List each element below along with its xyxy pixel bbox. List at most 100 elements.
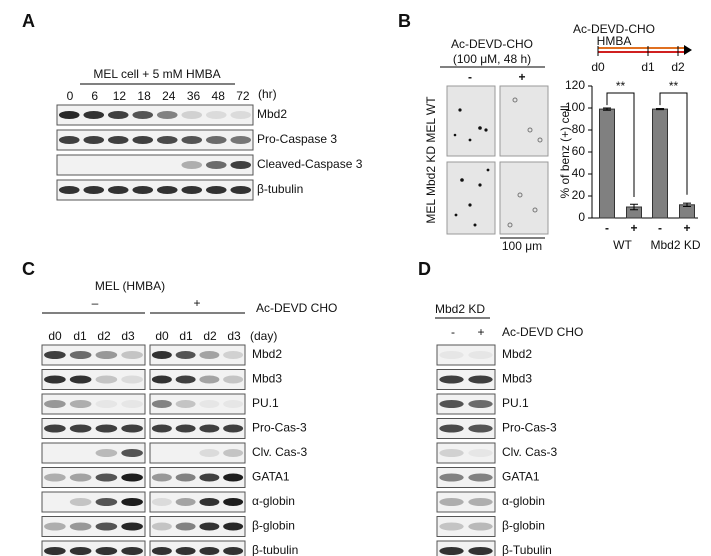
band — [156, 111, 178, 119]
band — [223, 473, 244, 482]
band — [95, 449, 118, 457]
blot — [436, 491, 496, 513]
band — [199, 449, 220, 457]
band — [205, 161, 227, 169]
band — [156, 136, 178, 144]
blot — [41, 369, 146, 390]
band — [439, 522, 464, 531]
band — [151, 498, 172, 506]
row-label: Clv. Cas-3 — [502, 445, 557, 459]
x-tick-label: + — [683, 221, 690, 235]
band — [230, 161, 252, 169]
band — [151, 400, 172, 408]
band — [199, 375, 220, 384]
row-label: PU.1 — [502, 396, 529, 410]
band — [69, 400, 92, 408]
band — [151, 375, 172, 384]
row-label: Mbd2 — [502, 347, 532, 361]
column-label: - — [468, 70, 472, 84]
band — [107, 136, 129, 144]
row-label: PU.1 — [252, 396, 279, 410]
row-label: β-Tubulin — [502, 543, 552, 556]
band — [223, 522, 244, 531]
row-label: GATA1 — [502, 470, 540, 484]
column-label: + — [518, 70, 525, 84]
row-label: Cleaved-Caspase 3 — [257, 157, 363, 171]
row-label: Mbd3 — [252, 372, 282, 386]
group-label: Mbd2 KD — [650, 238, 700, 252]
band — [44, 351, 66, 359]
row-label: MEL Mbd2 KD MEL WT — [424, 96, 438, 224]
day-label: d1 — [641, 60, 655, 74]
blot — [41, 516, 146, 537]
lane-label: 18 — [137, 89, 151, 103]
x-tick-label: - — [605, 221, 609, 235]
treatment: Ac-DEVD-CHO — [451, 37, 533, 51]
band — [83, 186, 105, 194]
bracket — [606, 92, 635, 197]
row-label: α-globin — [502, 494, 545, 508]
panel-title: Mbd2 KD — [435, 302, 485, 316]
lane-label: d2 — [203, 329, 217, 343]
band — [439, 375, 464, 384]
lane-label: d0 — [48, 329, 62, 343]
band — [69, 351, 92, 359]
timeline-label: HMBA — [597, 34, 632, 48]
y-tick-label: 60 — [572, 144, 586, 158]
band — [44, 375, 66, 384]
band — [69, 375, 92, 384]
panel-title: MEL (HMBA) — [95, 279, 165, 293]
lane-label: 48 — [212, 89, 226, 103]
band — [181, 136, 203, 144]
lane-label: 24 — [162, 89, 176, 103]
panel-label: B — [398, 11, 411, 31]
band — [121, 522, 143, 531]
lane-label: 12 — [113, 89, 127, 103]
band — [199, 400, 220, 408]
band — [223, 400, 244, 408]
band — [121, 424, 143, 433]
band — [151, 424, 172, 433]
band — [95, 547, 118, 555]
band — [223, 375, 244, 384]
row-label: β-globin — [502, 519, 545, 533]
bar — [599, 108, 615, 219]
band — [205, 136, 227, 144]
significance: ** — [669, 79, 679, 93]
blot — [149, 516, 246, 537]
band — [439, 498, 464, 506]
lane-label: d1 — [179, 329, 193, 343]
bar — [652, 108, 668, 219]
blot — [149, 540, 246, 556]
blot — [149, 393, 246, 415]
blot — [436, 344, 496, 366]
band — [468, 400, 493, 408]
band — [83, 136, 105, 144]
band — [44, 547, 66, 555]
band — [58, 111, 80, 119]
row-label: α-globin — [252, 494, 295, 508]
condition: + — [193, 296, 200, 310]
row-label: Pro-Cas-3 — [252, 421, 307, 435]
band — [121, 473, 143, 482]
band — [156, 186, 178, 194]
row-label: β-tubulin — [252, 543, 298, 556]
blot — [436, 393, 496, 415]
band — [151, 547, 172, 555]
band — [223, 449, 244, 457]
blot — [56, 179, 254, 201]
band — [175, 351, 196, 359]
band — [439, 424, 464, 433]
blot — [436, 467, 496, 488]
pale-cells — [507, 97, 543, 228]
cells — [453, 108, 490, 227]
blot — [149, 442, 246, 464]
lane-label: d3 — [227, 329, 241, 343]
blot — [41, 393, 146, 415]
x-tick-label: - — [658, 221, 662, 235]
blot — [41, 540, 146, 556]
band — [199, 498, 220, 506]
band — [95, 375, 118, 384]
day-label: d2 — [671, 60, 685, 74]
